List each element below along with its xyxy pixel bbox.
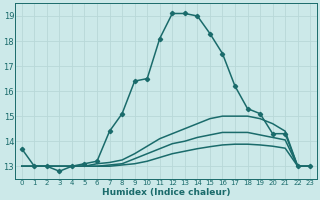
X-axis label: Humidex (Indice chaleur): Humidex (Indice chaleur) [102,188,230,197]
